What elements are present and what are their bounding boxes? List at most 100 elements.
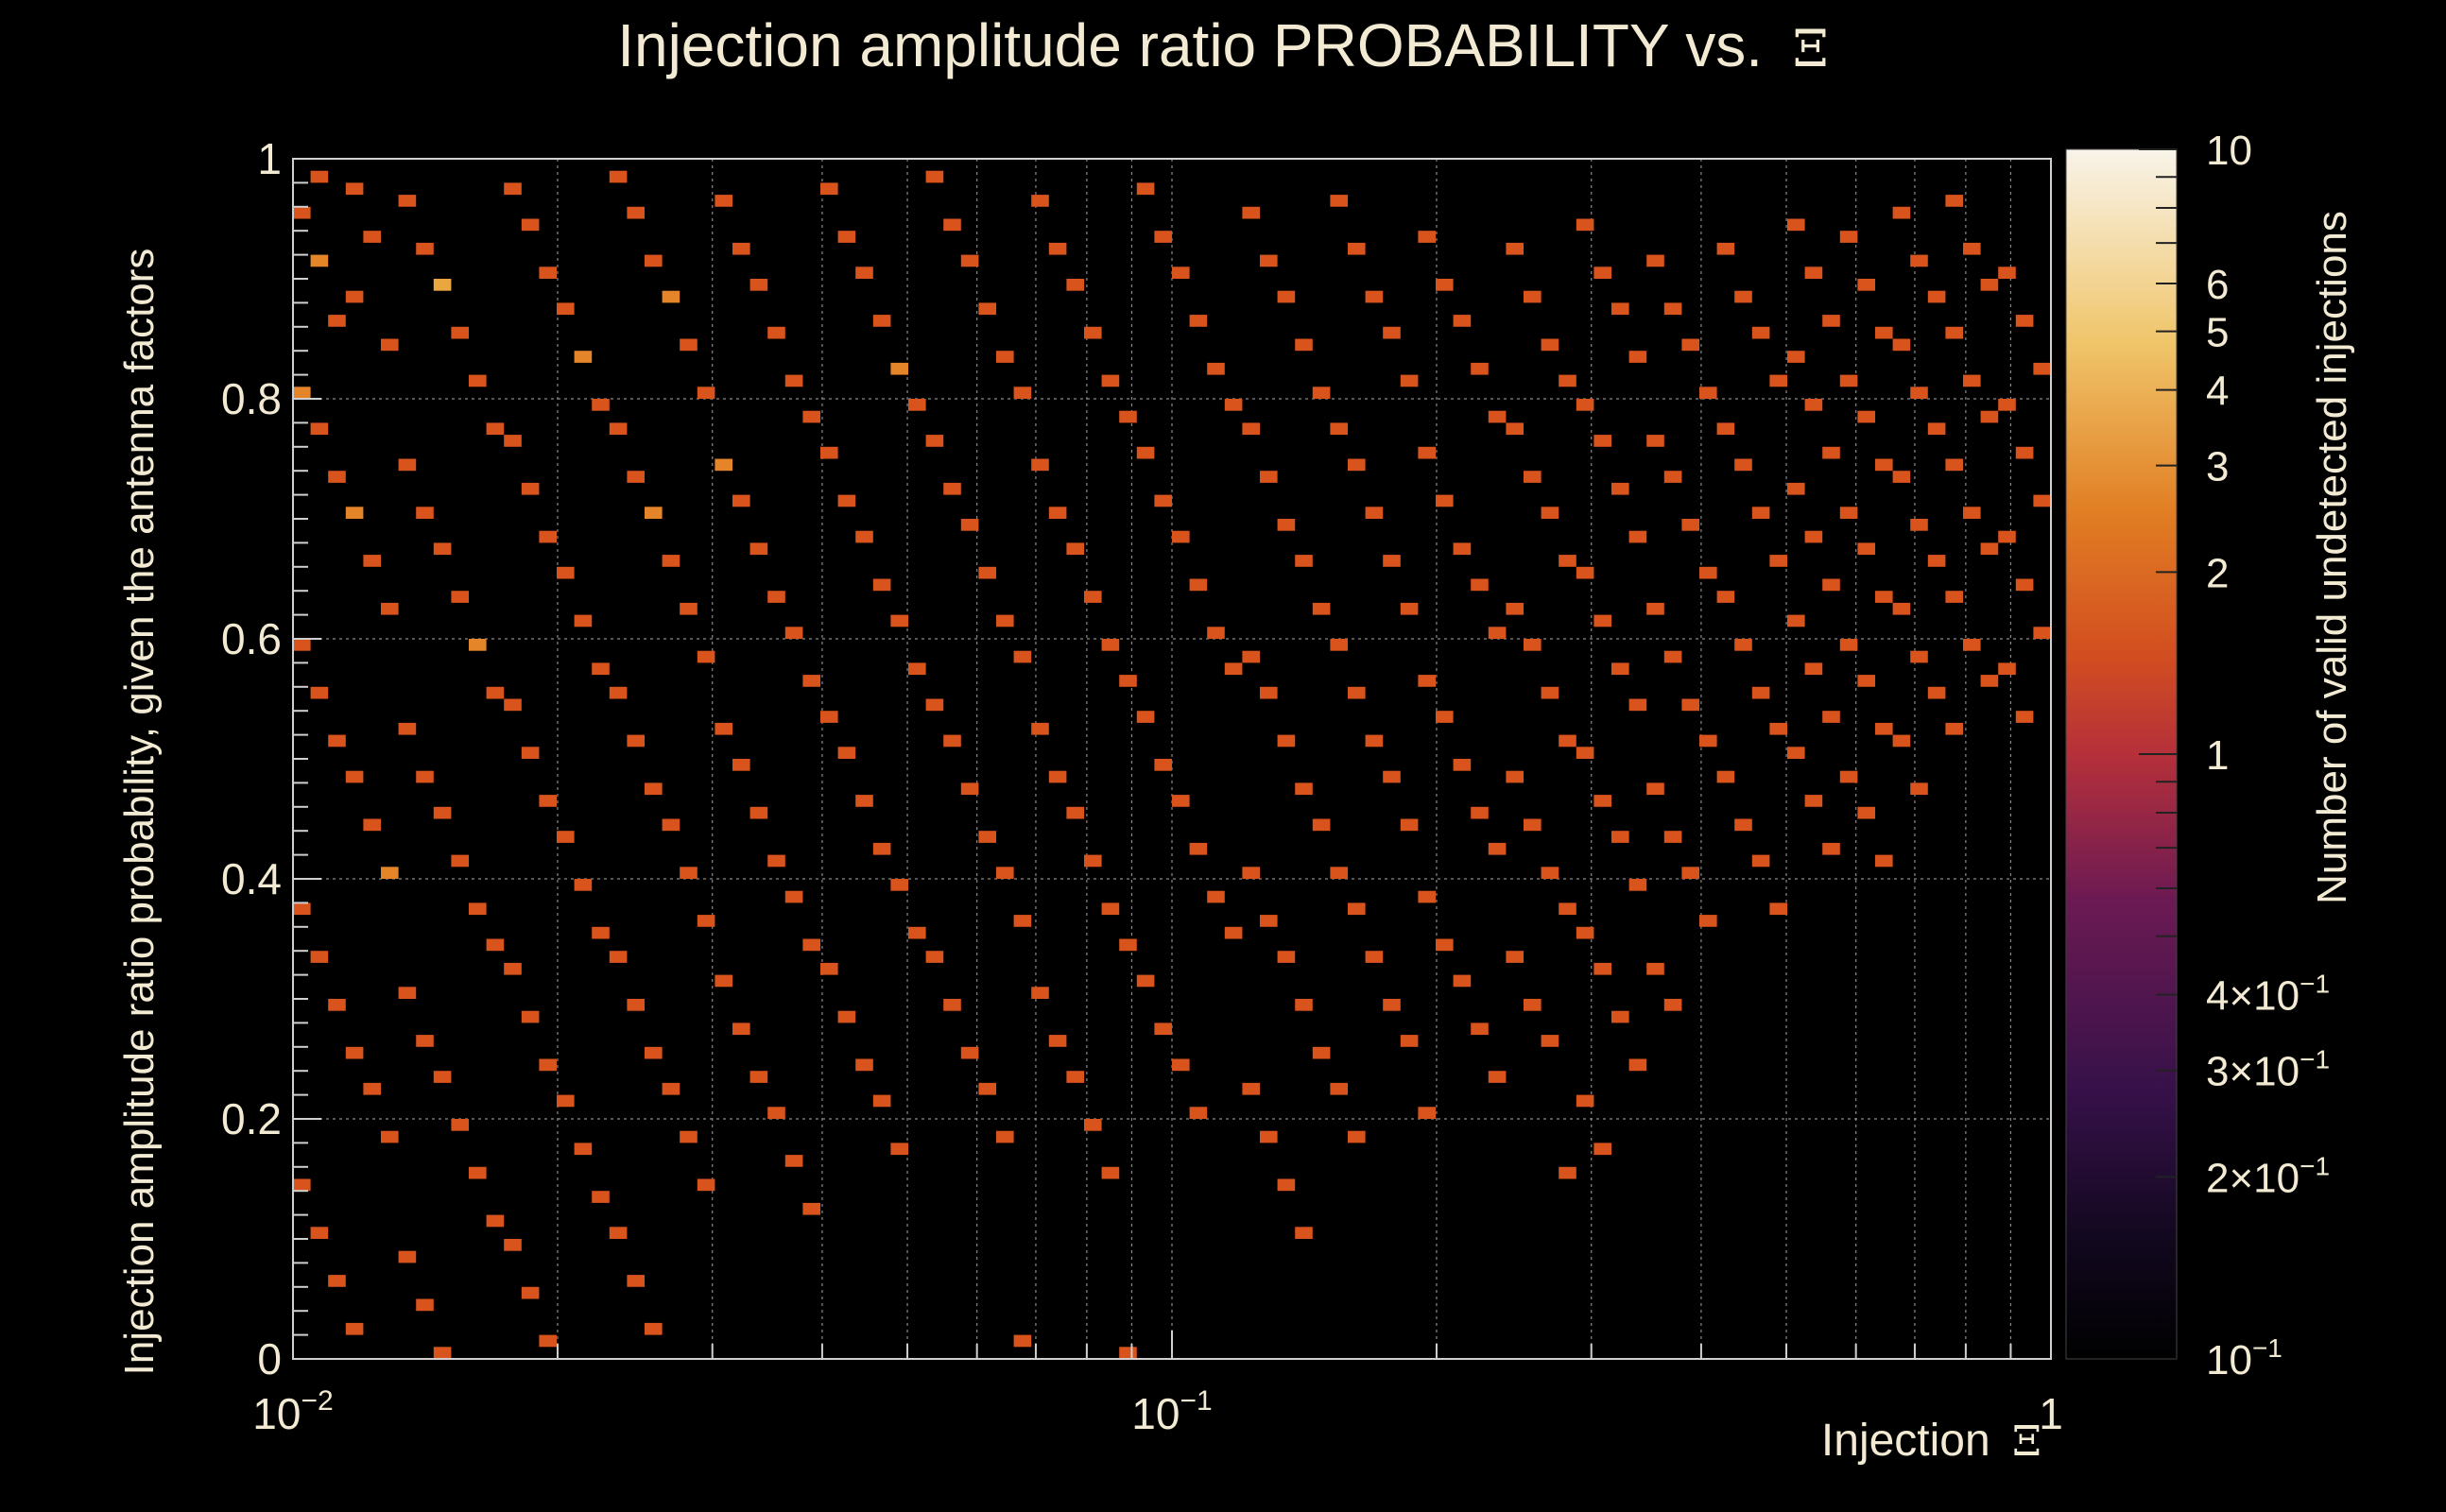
heatmap-cell <box>1716 422 1735 436</box>
heatmap-cell <box>1646 962 1664 975</box>
heatmap-cell <box>609 422 628 436</box>
heatmap-cell <box>451 591 469 603</box>
heatmap-cell <box>1927 686 1946 699</box>
heatmap-cell <box>1101 639 1120 651</box>
heatmap-cell <box>1945 722 1963 735</box>
heatmap-cell <box>680 867 698 879</box>
heatmap-cell <box>715 195 732 207</box>
heatmap-cell <box>1101 1166 1120 1179</box>
heatmap-cell <box>645 1322 663 1335</box>
heatmap-cell <box>837 494 856 507</box>
heatmap-cell <box>310 254 329 267</box>
heatmap-cell <box>697 915 715 927</box>
heatmap-cell <box>1436 938 1454 952</box>
heatmap-cell <box>1277 290 1296 303</box>
heatmap-cell <box>1857 542 1875 556</box>
heatmap-cell <box>960 1046 979 1059</box>
heatmap-cell <box>539 795 557 807</box>
heatmap-cell <box>574 879 593 891</box>
heatmap-cell <box>732 1022 750 1036</box>
heatmap-cell <box>1312 1046 1331 1059</box>
heatmap-cell <box>504 1239 522 1251</box>
heatmap-cell <box>908 399 926 411</box>
heatmap-cell <box>1330 1082 1348 1095</box>
heatmap-cell <box>609 686 628 699</box>
heatmap-cell <box>2015 315 2034 327</box>
heatmap-cell <box>1576 747 1594 759</box>
heatmap-cell <box>1628 879 1647 891</box>
heatmap-cell <box>1963 374 1981 387</box>
heatmap-cell <box>1998 662 2016 676</box>
heatmap-cell <box>363 231 381 243</box>
heatmap-cell <box>1031 195 1049 207</box>
heatmap-cell <box>1172 266 1190 279</box>
heatmap-cell <box>1769 555 1787 567</box>
heatmap-cell <box>1646 435 1664 447</box>
heatmap-cell <box>416 1298 434 1312</box>
heatmap-cell <box>1998 266 2016 279</box>
heatmap-cell <box>521 1010 540 1023</box>
heatmap-cell <box>381 338 399 352</box>
heatmap-cell <box>1857 675 1875 687</box>
heatmap-cell <box>1576 566 1594 579</box>
heatmap-cell <box>1295 338 1313 352</box>
heatmap-cell <box>697 650 715 663</box>
heatmap-cell <box>1436 711 1454 723</box>
heatmap-cell <box>1716 770 1735 783</box>
heatmap-cell <box>310 951 329 963</box>
heatmap-cell <box>1383 770 1401 783</box>
heatmap-cell <box>1084 326 1102 339</box>
heatmap-cell <box>433 1347 452 1359</box>
heatmap-cell <box>1260 686 1278 699</box>
heatmap-cell <box>381 602 399 615</box>
heatmap-cell <box>521 1286 540 1299</box>
heatmap-cell <box>802 410 820 423</box>
x-tick-label: 10−2 <box>252 1385 333 1438</box>
heatmap-cell <box>960 782 979 796</box>
heatmap-cell <box>925 951 944 963</box>
heatmap-cell <box>943 218 961 232</box>
heatmap-cell <box>749 1071 768 1083</box>
heatmap-cell <box>451 1119 469 1131</box>
colorbar-tick-label: 10−1 <box>2206 1333 2282 1383</box>
heatmap-cell <box>1611 831 1629 843</box>
heatmap-cell <box>1488 410 1507 423</box>
heatmap-cell <box>1506 770 1524 783</box>
heatmap-cell <box>310 1227 329 1239</box>
heatmap-cell <box>469 902 487 916</box>
heatmap-cell <box>1559 902 1576 916</box>
x-axis-label: Injection Ξ <box>1821 1416 2041 1466</box>
heatmap-cell <box>1119 1347 1137 1359</box>
heatmap-cell <box>310 686 329 699</box>
heatmap-cell <box>925 698 944 712</box>
x-tick-label: 10−1 <box>1131 1385 1212 1438</box>
heatmap-cell <box>1734 458 1752 472</box>
heatmap-cell <box>1136 711 1155 723</box>
heatmap-cell <box>680 338 698 352</box>
heatmap-cell <box>539 1058 557 1072</box>
heatmap-cell <box>1207 890 1225 903</box>
heatmap-cell <box>837 231 856 243</box>
heatmap-cell <box>1875 854 1893 868</box>
heatmap-cell <box>1857 806 1875 819</box>
heatmap-cell <box>1207 362 1225 375</box>
heatmap-cell <box>363 555 381 567</box>
heatmap-cell <box>1400 374 1419 387</box>
heatmap-cell <box>1154 759 1172 771</box>
heatmap-cell <box>1400 818 1419 832</box>
heatmap-cell <box>469 639 487 651</box>
heatmap-cell <box>486 686 505 699</box>
heatmap-cell <box>345 1046 364 1059</box>
heatmap-cell <box>1963 507 1981 519</box>
heatmap-cell <box>1242 867 1260 879</box>
heatmap-cell <box>328 1275 346 1287</box>
heatmap-cell <box>960 519 979 531</box>
heatmap-cell <box>1260 471 1278 483</box>
heatmap-cell <box>1031 722 1049 735</box>
heatmap-cell <box>1751 507 1770 519</box>
heatmap-cell <box>1242 422 1260 436</box>
heatmap-cell <box>1154 494 1172 507</box>
heatmap-cell <box>328 471 346 483</box>
heatmap-cell <box>2015 711 2034 723</box>
